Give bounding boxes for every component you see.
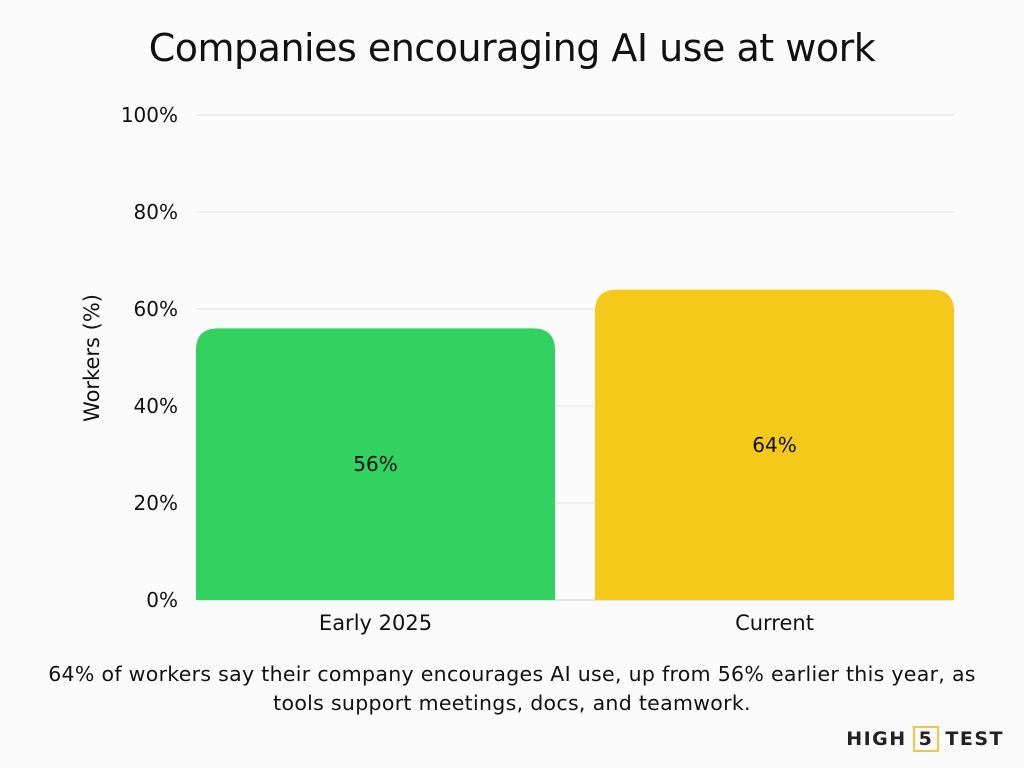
y-tick-label: 60% — [134, 297, 178, 321]
logo-text-test: TEST — [945, 728, 1004, 750]
data-label: 64% — [752, 433, 796, 457]
x-tick-label: Current — [735, 611, 814, 635]
logo-text-high: HIGH — [846, 728, 907, 750]
y-axis-label: Workers (%) — [80, 294, 104, 422]
high5test-logo: HIGH 5 TEST — [846, 726, 1004, 752]
chart-title: Companies encouraging AI use at work — [148, 26, 876, 70]
y-tick-label: 0% — [146, 588, 178, 612]
y-tick-label: 40% — [134, 394, 178, 418]
x-tick-label: Early 2025 — [319, 611, 432, 635]
bar-early-2025 — [196, 328, 555, 600]
data-label: 56% — [353, 452, 397, 476]
logo-text-five: 5 — [912, 726, 940, 752]
chart-caption: 64% of workers say their company encoura… — [48, 662, 976, 715]
y-tick-label: 20% — [134, 491, 178, 515]
y-tick-label: 80% — [134, 200, 178, 224]
y-tick-label: 100% — [121, 103, 178, 127]
bar-current — [595, 289, 954, 600]
bar-chart: 0% 20% 40% 60% 80% 100% Workers (%) 56% Early 20… — [80, 103, 954, 635]
